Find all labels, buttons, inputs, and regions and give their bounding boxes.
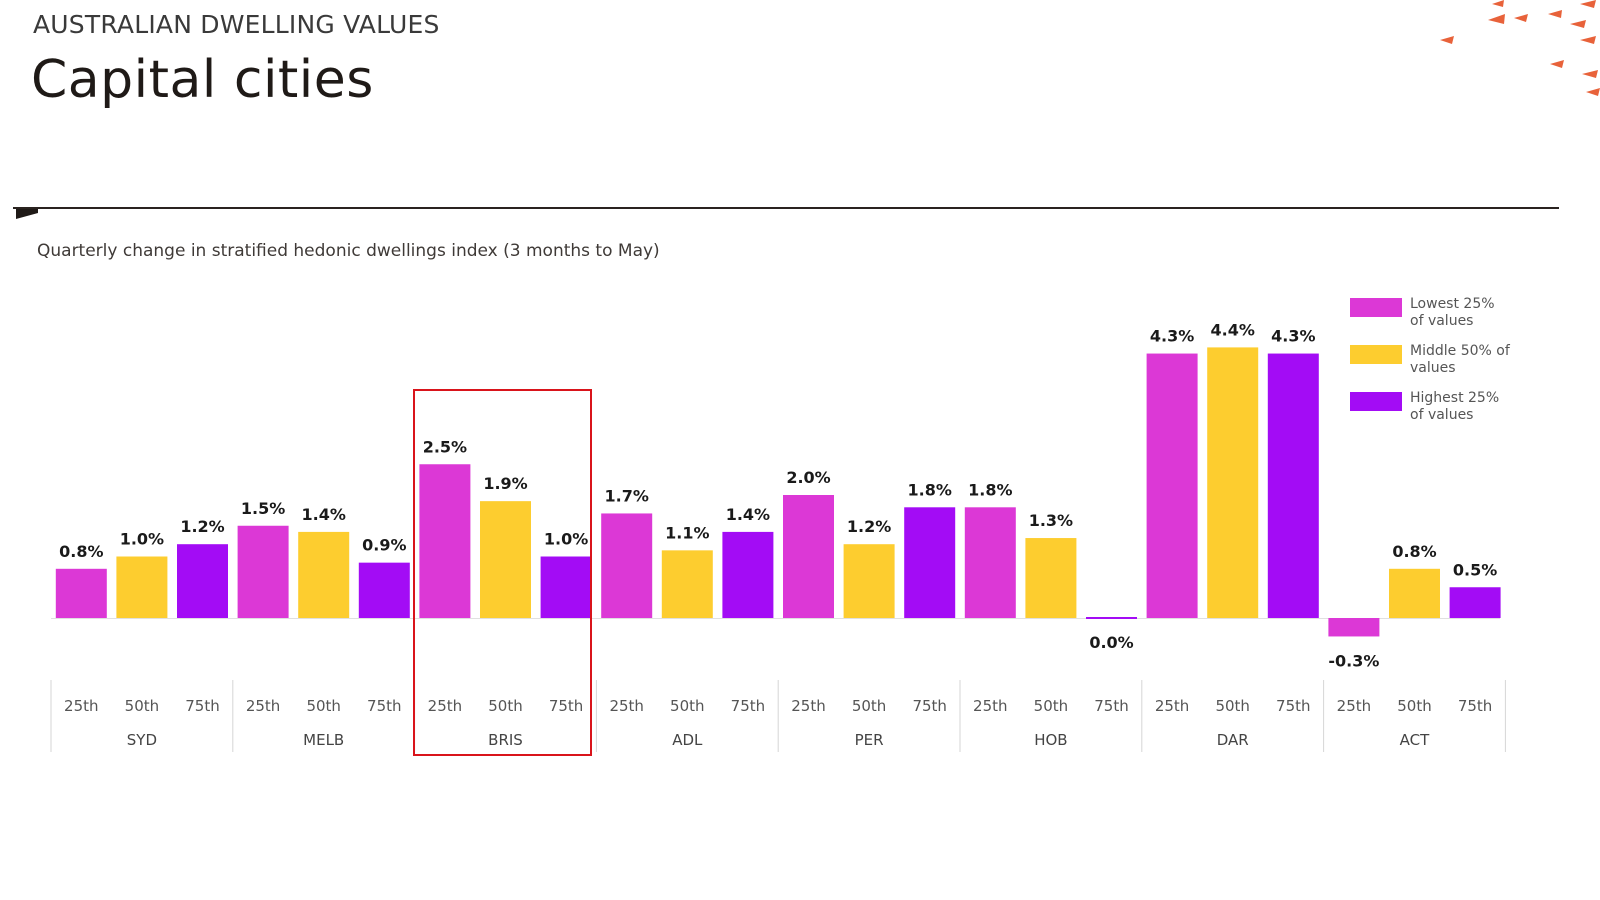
data-label-adl-25th: 1.7% (605, 486, 649, 505)
tick-label-act-75th: 75th (1458, 697, 1492, 715)
bar-melb-75th (358, 562, 410, 618)
tick-label-per-75th: 75th (912, 697, 946, 715)
tick-label-syd-50th: 50th (125, 697, 159, 715)
group-label-adl: ADL (672, 731, 703, 749)
group-label-syd: SYD (127, 731, 157, 749)
tick-label-syd-75th: 75th (185, 697, 219, 715)
tick-label-hob-25th: 25th (973, 697, 1007, 715)
tick-label-hob-75th: 75th (1094, 697, 1128, 715)
bar-syd-25th (55, 568, 107, 618)
tick-label-syd-25th: 25th (64, 697, 98, 715)
data-label-syd-75th: 1.2% (180, 517, 224, 536)
bar-hob-25th (964, 507, 1016, 618)
data-label-act-50th: 0.8% (1392, 542, 1436, 561)
bar-act-75th (1449, 587, 1501, 618)
chart-subtitle: Quarterly change in stratified hedonic d… (37, 241, 660, 261)
data-label-bris-50th: 1.9% (483, 474, 527, 493)
data-label-syd-50th: 1.0% (120, 530, 164, 549)
decorative-arrows-icon (1440, 0, 1600, 96)
legend-item-highest: Highest 25% of values (1350, 390, 1510, 424)
data-label-act-75th: 0.5% (1453, 560, 1497, 579)
bar-adl-25th (601, 513, 653, 618)
data-label-melb-75th: 0.9% (362, 536, 406, 555)
tick-label-bris-25th: 25th (428, 697, 462, 715)
bar-per-50th (843, 544, 895, 618)
bar-bris-50th (480, 501, 531, 618)
legend-item-middle: Middle 50% of values (1350, 343, 1510, 377)
legend-label-middle: Middle 50% of values (1410, 343, 1510, 376)
bar-dar-50th (1207, 347, 1259, 618)
tick-label-per-25th: 25th (791, 697, 825, 715)
data-label-act-25th: -0.3% (1328, 651, 1379, 670)
group-label-per: PER (855, 731, 884, 749)
page-title: Capital cities (31, 50, 374, 110)
data-label-dar-75th: 4.3% (1271, 327, 1315, 346)
bar-melb-25th (237, 525, 289, 618)
bar-act-25th (1328, 618, 1380, 637)
divider-arrow-icon (16, 209, 38, 219)
bar-adl-50th (661, 550, 713, 618)
data-label-melb-50th: 1.4% (302, 505, 346, 524)
tick-label-hob-50th: 50th (1034, 697, 1068, 715)
chart-legend: Lowest 25% of values Middle 50% of value… (1350, 296, 1510, 437)
data-label-dar-25th: 4.3% (1150, 327, 1194, 346)
data-label-adl-50th: 1.1% (665, 523, 709, 542)
data-label-syd-25th: 0.8% (59, 542, 103, 561)
bar-syd-75th (177, 544, 228, 618)
data-label-hob-50th: 1.3% (1029, 511, 1073, 530)
data-label-per-50th: 1.2% (847, 517, 891, 536)
tick-label-melb-75th: 75th (367, 697, 401, 715)
bar-bris-25th (419, 464, 471, 618)
tick-label-bris-50th: 50th (488, 697, 522, 715)
data-label-melb-25th: 1.5% (241, 499, 285, 518)
legend-swatch-middle (1350, 345, 1402, 364)
group-label-bris: BRIS (488, 731, 523, 749)
bar-hob-75th (1086, 617, 1137, 619)
data-label-dar-50th: 4.4% (1211, 320, 1255, 339)
group-label-dar: DAR (1217, 731, 1249, 749)
bar-melb-50th (298, 531, 350, 618)
tick-label-bris-75th: 75th (549, 697, 583, 715)
group-label-hob: HOB (1034, 731, 1067, 749)
tick-label-per-50th: 50th (852, 697, 886, 715)
tick-label-act-25th: 25th (1337, 697, 1371, 715)
legend-item-lowest: Lowest 25% of values (1350, 296, 1510, 330)
legend-swatch-lowest (1350, 298, 1402, 317)
bar-syd-50th (116, 556, 168, 618)
tick-label-act-50th: 50th (1397, 697, 1431, 715)
tick-label-dar-25th: 25th (1155, 697, 1189, 715)
bar-adl-75th (722, 531, 774, 618)
tick-label-melb-50th: 50th (306, 697, 340, 715)
tick-label-adl-75th: 75th (731, 697, 765, 715)
data-label-hob-75th: 0.0% (1089, 633, 1133, 652)
legend-label-highest: Highest 25% of values (1410, 390, 1500, 423)
header-divider (13, 207, 1559, 209)
bar-per-75th (904, 507, 956, 618)
tick-label-melb-25th: 25th (246, 697, 280, 715)
tick-label-adl-25th: 25th (609, 697, 643, 715)
bar-dar-75th (1267, 353, 1319, 618)
tick-label-adl-50th: 50th (670, 697, 704, 715)
legend-label-lowest: Lowest 25% of values (1410, 296, 1495, 329)
bar-per-25th (783, 495, 834, 618)
bar-act-50th (1389, 568, 1440, 618)
data-label-bris-75th: 1.0% (544, 530, 588, 549)
legend-swatch-highest (1350, 392, 1402, 411)
tick-label-dar-75th: 75th (1276, 697, 1310, 715)
page-kicker: AUSTRALIAN DWELLING VALUES (33, 10, 440, 39)
bar-bris-75th (540, 556, 592, 618)
data-label-hob-25th: 1.8% (968, 480, 1012, 499)
data-label-per-75th: 1.8% (908, 480, 952, 499)
group-label-melb: MELB (303, 731, 344, 749)
data-label-bris-25th: 2.5% (423, 437, 467, 456)
bar-hob-50th (1025, 538, 1077, 618)
tick-label-dar-50th: 50th (1215, 697, 1249, 715)
group-label-act: ACT (1400, 731, 1430, 749)
bar-dar-25th (1146, 353, 1198, 618)
data-label-adl-75th: 1.4% (726, 505, 770, 524)
data-label-per-25th: 2.0% (786, 468, 830, 487)
